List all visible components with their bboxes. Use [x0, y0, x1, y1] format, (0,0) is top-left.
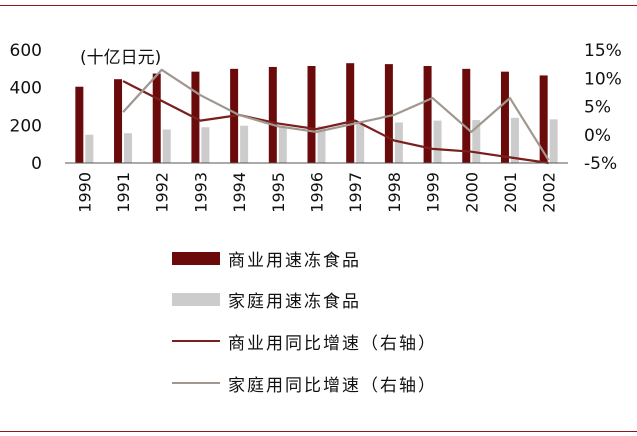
x-tick-1990: 1990	[75, 172, 94, 213]
legend-label-commercial: 商业用速冻食品	[228, 250, 361, 271]
legend-label-commercial-growth: 商业用同比增速（右轴）	[228, 333, 437, 354]
axes-layer: 0 200 400 600 -5% 0% 5% 10% 15% 1990 1991 1992 1993 1…	[10, 41, 622, 213]
legend-swatch-commercial-growth	[172, 340, 220, 342]
x-tick-1992: 1992	[153, 172, 172, 213]
legend-item-commercial-growth: 商业用同比增速（右轴）	[172, 331, 437, 354]
y-left-tick-0: 0	[31, 154, 42, 174]
bar-household-1993	[201, 127, 210, 163]
bar-commercial-1996	[307, 66, 316, 163]
x-tick-1996: 1996	[308, 172, 327, 213]
bar-commercial-2001	[500, 71, 509, 163]
legend-item-household-growth: 家庭用同比增速（右轴）	[172, 373, 437, 396]
bar-household-1991	[124, 133, 133, 163]
bar-commercial-1997	[346, 63, 355, 163]
bar-commercial-2000	[462, 68, 471, 163]
x-tick-1993: 1993	[191, 172, 210, 213]
bar-household-1998	[394, 122, 403, 163]
unit-label: (十亿日元)	[80, 48, 161, 68]
legend-swatch-commercial	[172, 251, 220, 265]
x-tick-2000: 2000	[462, 172, 481, 213]
y-right-tick-10: 10%	[584, 69, 622, 89]
bar-household-1992	[162, 129, 171, 163]
bar-commercial-1998	[384, 64, 393, 163]
legend-item-household: 家庭用速冻食品	[172, 289, 361, 312]
bar-commercial-2002	[539, 75, 548, 163]
line-household-growth	[122, 68, 550, 161]
legend-label-household: 家庭用速冻食品	[228, 291, 361, 312]
bar-commercial-1992	[152, 73, 161, 163]
bar-household-1996	[317, 126, 326, 163]
legend-label-household-growth: 家庭用同比增速（右轴）	[228, 375, 437, 396]
x-tick-2002: 2002	[540, 172, 559, 213]
bar-household-1999	[433, 120, 442, 163]
bar-commercial-1990	[75, 86, 84, 163]
top-rule	[0, 5, 637, 6]
bar-commercial-1995	[268, 66, 277, 163]
bar-household-1990	[85, 134, 94, 163]
x-tick-1999: 1999	[424, 172, 443, 213]
legend-item-commercial: 商业用速冻食品	[172, 248, 361, 271]
bar-layer	[75, 63, 558, 163]
x-tick-1991: 1991	[114, 172, 133, 213]
bar-household-2002	[549, 119, 558, 163]
bar-household-1995	[278, 126, 287, 163]
legend-swatch-household-growth	[172, 382, 220, 384]
x-tick-2001: 2001	[501, 172, 520, 213]
x-tick-1997: 1997	[346, 172, 365, 213]
bar-commercial-1991	[114, 79, 123, 163]
y-right-tick-5: 5%	[584, 98, 611, 118]
chart-canvas: 0 200 400 600 -5% 0% 5% 10% 15% 1990 1991 1992 1993 1…	[10, 41, 622, 213]
bar-household-1994	[240, 125, 249, 163]
bar-commercial-1999	[423, 66, 432, 163]
x-tick-1998: 1998	[385, 172, 404, 213]
bottom-rule	[0, 431, 637, 432]
y-right-tick--5: -5%	[584, 154, 617, 174]
line-layer	[122, 68, 550, 165]
bar-household-1997	[356, 123, 365, 163]
y-left-tick-600: 600	[10, 41, 42, 61]
line-commercial-growth	[122, 80, 549, 165]
y-left-tick-400: 400	[10, 79, 42, 99]
bar-household-2001	[510, 117, 519, 163]
y-left-tick-200: 200	[10, 116, 42, 136]
y-right-tick-0: 0%	[584, 126, 611, 146]
x-tick-1994: 1994	[230, 172, 249, 213]
x-tick-1995: 1995	[269, 172, 288, 213]
y-right-tick-15: 15%	[584, 41, 622, 61]
legend-swatch-household	[172, 292, 220, 306]
bar-household-2000	[472, 120, 481, 163]
